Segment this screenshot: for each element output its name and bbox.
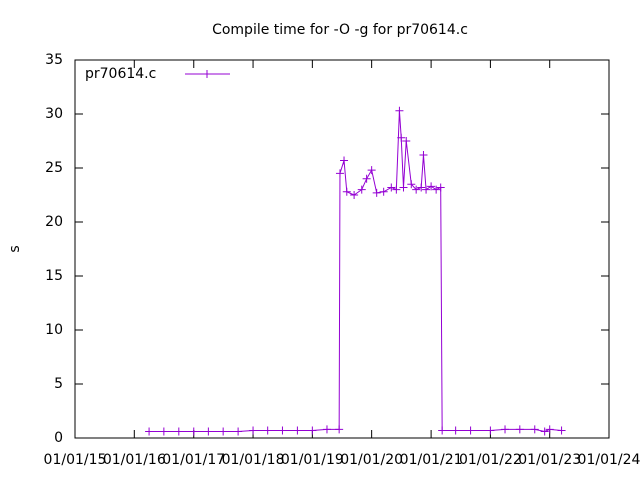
x-tick-label: 01/01/20 <box>340 452 403 468</box>
point-marker <box>432 185 441 194</box>
x-tick-label: 01/01/23 <box>518 452 581 468</box>
point-marker <box>417 183 426 192</box>
point-marker <box>557 426 566 435</box>
point-marker <box>466 426 475 435</box>
point-marker <box>486 426 495 435</box>
point-marker <box>419 151 428 160</box>
y-tick-label: 10 <box>45 322 63 338</box>
point-marker <box>436 183 445 192</box>
x-tick-label: 01/01/16 <box>103 452 166 468</box>
point-marker <box>234 427 243 436</box>
point-marker <box>412 185 421 194</box>
point-marker <box>427 182 436 191</box>
point-marker <box>399 183 408 192</box>
point-marker <box>340 156 349 165</box>
point-marker <box>357 185 366 194</box>
y-axis-label: s <box>7 245 23 252</box>
x-tick-label: 01/01/22 <box>459 452 522 468</box>
y-tick-label: 20 <box>45 214 63 230</box>
point-marker <box>204 427 213 436</box>
point-marker <box>335 425 344 434</box>
y-tick-label: 25 <box>45 160 63 176</box>
point-marker <box>438 426 447 435</box>
y-tick-label: 15 <box>45 268 63 284</box>
point-marker <box>540 427 549 436</box>
point-marker <box>402 137 411 145</box>
x-tick-label: 01/01/17 <box>162 452 225 468</box>
point-marker <box>342 187 351 196</box>
point-marker <box>545 425 554 434</box>
point-marker <box>379 187 388 196</box>
point-marker <box>159 427 168 436</box>
legend-label: pr70614.c <box>85 66 156 82</box>
y-tick-label: 35 <box>45 52 63 68</box>
y-tick-label: 30 <box>45 106 63 122</box>
series-line <box>149 110 562 433</box>
x-tick-label: 01/01/21 <box>400 452 463 468</box>
point-marker <box>145 427 154 436</box>
x-tick-label: 01/01/24 <box>578 452 640 468</box>
point-marker <box>515 425 524 434</box>
point-marker <box>322 425 331 434</box>
point-marker <box>387 183 396 192</box>
chart-title: Compile time for -O -g for pr70614.c <box>212 22 468 38</box>
point-marker <box>293 426 302 435</box>
point-marker <box>395 106 404 115</box>
point-marker <box>335 169 344 178</box>
point-marker <box>249 426 258 435</box>
point-marker <box>308 426 317 435</box>
point-marker <box>501 425 510 434</box>
point-marker <box>219 427 228 436</box>
x-tick-label: 01/01/15 <box>44 452 107 468</box>
point-marker <box>263 426 272 435</box>
y-tick-label: 0 <box>54 430 63 446</box>
point-marker <box>350 191 359 199</box>
point-marker <box>530 425 539 434</box>
point-marker <box>372 188 381 197</box>
point-marker <box>422 185 431 194</box>
y-tick-label: 5 <box>54 376 63 392</box>
x-tick-label: 01/01/19 <box>281 452 344 468</box>
point-marker <box>174 427 183 436</box>
point-marker <box>451 426 460 435</box>
point-marker <box>189 427 198 436</box>
point-marker <box>392 185 401 194</box>
point-marker <box>407 180 416 189</box>
point-marker <box>367 166 376 175</box>
point-marker <box>362 174 371 183</box>
point-marker <box>278 426 287 435</box>
plot-frame <box>74 59 610 439</box>
x-tick-label: 01/01/18 <box>222 452 285 468</box>
point-marker <box>397 133 406 142</box>
point-marker <box>203 70 211 78</box>
